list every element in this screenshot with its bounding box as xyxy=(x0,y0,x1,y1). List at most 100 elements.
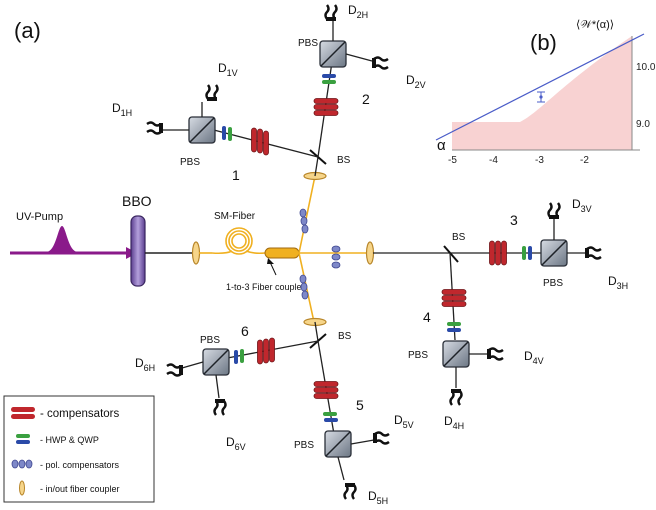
detector-2h xyxy=(324,3,338,23)
svg-text:D3H: D3H xyxy=(608,274,628,291)
inset-fit-line xyxy=(435,33,645,141)
svg-text:D2V: D2V xyxy=(406,73,426,90)
panel-b-label: (b) xyxy=(530,30,557,55)
compensators-1 xyxy=(251,127,269,156)
svg-text:D5V: D5V xyxy=(394,413,414,430)
svg-text:D1V: D1V xyxy=(218,61,238,78)
module-5-number: 5 xyxy=(356,397,364,413)
detector-6v-label: D xyxy=(226,435,235,449)
pbs-3 xyxy=(540,239,568,267)
detector-3h-sub: 3H xyxy=(617,281,629,291)
legend: - compensators - HWP & QWP - pol. compen… xyxy=(3,395,155,503)
detector-5h-sub: 5H xyxy=(377,496,389,506)
legend-fiber-coupler-icon xyxy=(19,480,25,496)
bs-lower-label: BS xyxy=(338,331,352,342)
panel-a-label: (a) xyxy=(14,18,41,43)
sm-fiber-coil xyxy=(199,227,266,255)
pbs-1-label: PBS xyxy=(180,157,200,168)
detector-3h xyxy=(583,246,603,260)
pbs-5-label: PBS xyxy=(294,440,314,451)
svg-text:D4H: D4H xyxy=(444,414,464,431)
legend-compensator-icon xyxy=(11,407,35,419)
inset-ylabel: ⟨𝒲*(α)⟩ xyxy=(576,19,614,31)
svg-text:D6V: D6V xyxy=(226,435,246,452)
detector-2v-label: D xyxy=(406,73,415,87)
detector-1v-sub: 1V xyxy=(227,68,238,78)
detector-5v xyxy=(371,431,391,445)
detector-2h-label: D xyxy=(348,3,357,17)
module-4-number: 4 xyxy=(423,309,431,325)
detector-4v-label: D xyxy=(524,349,533,363)
legend-pol-compensators: - pol. compensators xyxy=(40,460,120,470)
bbo-crystal xyxy=(130,215,146,287)
legend-hwp-qwp: - HWP & QWP xyxy=(40,435,99,445)
pbs-3-label: PBS xyxy=(543,278,563,289)
fiber-coupler-1to3 xyxy=(264,247,300,259)
inset-ytick-10: 10.0 xyxy=(636,62,656,73)
detector-4v xyxy=(485,347,505,361)
detector-3v-label: D xyxy=(572,197,581,211)
svg-text:D2H: D2H xyxy=(348,3,368,20)
pbs-4-label: PBS xyxy=(408,350,428,361)
svg-text:D4V: D4V xyxy=(524,349,544,366)
pol-compensators-down xyxy=(299,274,309,300)
pbs-2 xyxy=(319,40,347,68)
pbs-4 xyxy=(442,340,470,368)
detector-4h xyxy=(449,387,463,407)
output-coupler-right xyxy=(365,241,375,265)
inset-ytick-9: 9.0 xyxy=(636,119,650,130)
module-1-number: 1 xyxy=(232,167,240,183)
detector-5h-label: D xyxy=(368,489,377,503)
inset-xtick-minus4: -4 xyxy=(489,155,498,166)
compensators-2 xyxy=(313,98,339,116)
uv-pump xyxy=(10,226,137,259)
compensators-5 xyxy=(313,381,339,399)
module-3-number: 3 xyxy=(510,212,518,228)
detector-6v-sub: 6V xyxy=(235,442,246,452)
detector-4h-label: D xyxy=(444,414,453,428)
detector-1h-label: D xyxy=(112,101,121,115)
detector-5v-label: D xyxy=(394,413,403,427)
pbs-6 xyxy=(202,348,230,376)
detector-2v-sub: 2V xyxy=(415,80,426,90)
detector-6h xyxy=(165,363,185,377)
pbs-1 xyxy=(188,116,216,144)
legend-fiber-coupler: - in/out fiber coupler xyxy=(40,484,120,494)
detector-2h-sub: 2H xyxy=(357,10,369,20)
pbs-6-label: PBS xyxy=(200,335,220,346)
inset-xtick-minus3: -3 xyxy=(535,155,544,166)
detector-1h-sub: 1H xyxy=(121,108,133,118)
detector-4v-sub: 4V xyxy=(533,356,544,366)
detector-5h xyxy=(343,481,357,501)
fiber-coupler-label: 1-to-3 Fiber coupler xyxy=(226,282,305,292)
detector-2v xyxy=(370,56,390,70)
compensators-3 xyxy=(489,240,507,266)
legend-compensators: - compensators xyxy=(40,408,120,420)
detector-1h xyxy=(145,121,165,135)
inset-shaded-region xyxy=(452,36,632,150)
uv-pump-label: UV-Pump xyxy=(16,211,63,223)
inset-xlabel: α xyxy=(437,137,446,154)
inset-xtick-minus5: -5 xyxy=(448,155,457,166)
legend-pol-compensator-icon xyxy=(11,459,33,469)
sm-fiber-label: SM-Fiber xyxy=(214,211,256,222)
inset-xtick-minus2: -2 xyxy=(580,155,589,166)
inset-data-point xyxy=(537,91,545,103)
detector-6v xyxy=(213,397,227,417)
svg-text:D6H: D6H xyxy=(135,356,155,373)
compensators-6 xyxy=(257,337,275,365)
module-6-number: 6 xyxy=(241,323,249,339)
detector-3v xyxy=(547,201,561,221)
detector-6h-label: D xyxy=(135,356,144,370)
legend-waveplate-icon xyxy=(16,434,30,444)
compensators-4 xyxy=(441,289,467,307)
bs-upper-label: BS xyxy=(337,155,351,166)
detector-6h-sub: 6H xyxy=(144,363,156,373)
input-fiber-coupler xyxy=(191,241,201,265)
inset-plot: -5 -4 -3 -2 10.0 9.0 α ⟨𝒲*(α)⟩ xyxy=(435,19,656,166)
detector-1v xyxy=(205,83,219,103)
beam-splitter-right xyxy=(443,245,459,263)
detector-3h-label: D xyxy=(608,274,617,288)
pbs-2-label: PBS xyxy=(298,38,318,49)
